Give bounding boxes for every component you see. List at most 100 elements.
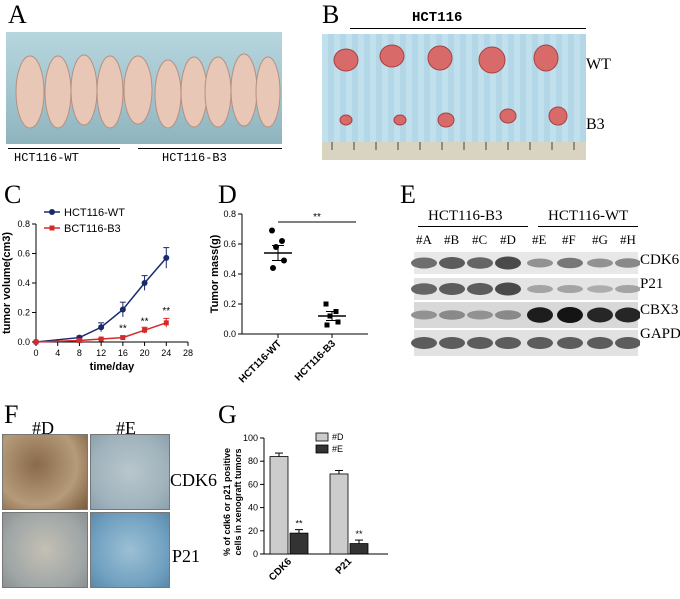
y-tick-label: 0 <box>253 549 258 559</box>
data-point <box>163 254 170 261</box>
blot-band <box>411 337 437 349</box>
significance-marker: ** <box>141 316 149 327</box>
group-line-wt <box>8 148 120 149</box>
significance-marker: ** <box>162 306 170 317</box>
blot-band <box>467 310 493 320</box>
bar <box>329 473 349 555</box>
bar <box>269 456 289 555</box>
legend-label: BCT116-B3 <box>64 223 121 235</box>
western-blot <box>411 252 640 356</box>
legend-swatch <box>315 444 329 454</box>
lane-label: #B <box>444 232 460 247</box>
x-tick-label: HCT116-WT <box>237 338 284 385</box>
data-point <box>324 322 330 328</box>
significance-marker: ** <box>119 324 127 335</box>
legend-label: HCT116-WT <box>64 207 125 219</box>
panel-label-e: E <box>400 180 416 209</box>
panel-label-c: C <box>4 180 22 209</box>
data-point <box>98 336 104 342</box>
blot-band <box>557 307 583 323</box>
blot-band <box>527 337 553 349</box>
y-tick-label: 0.2 <box>223 299 236 309</box>
blot-strip <box>414 252 638 274</box>
y-tick-label: 0.8 <box>17 219 30 229</box>
group-label-wt: HCT116-WT <box>14 151 79 165</box>
blot-band <box>615 285 640 293</box>
band-label-p21: P21 <box>640 276 664 292</box>
y-axis-label: cells in xenograft tumors <box>233 448 243 555</box>
y-tick-label: 20 <box>248 526 258 536</box>
row-label-b3: B3 <box>586 116 605 133</box>
panel-label-g: G <box>218 400 237 429</box>
group-label-b3: HCT116-B3 <box>162 151 227 165</box>
blot-band <box>411 257 437 269</box>
blot-band <box>411 310 437 320</box>
blot-band <box>411 283 437 295</box>
significance-marker: ** <box>355 529 363 539</box>
blot-band <box>587 337 613 349</box>
positive-cells-bar-chart: 0 20 40 60 80 100 % of cdk6 or p21 positive cel… <box>222 432 388 583</box>
lane-label: #D <box>500 232 516 247</box>
data-point <box>119 306 126 313</box>
tumor-illustration <box>322 44 586 160</box>
blot-band <box>615 337 640 349</box>
y-tick-label: 0.0 <box>223 329 236 339</box>
data-point <box>141 280 148 286</box>
blot-band <box>439 337 465 349</box>
y-tick-label: 0.8 <box>223 209 236 219</box>
x-tick-label: 20 <box>140 348 150 358</box>
blot-band <box>467 283 493 295</box>
legend-swatch <box>315 432 329 442</box>
data-point <box>142 327 148 333</box>
blot-band <box>495 282 521 296</box>
blot-band <box>439 283 465 295</box>
data-point <box>323 301 329 307</box>
panel-label-b: B <box>322 0 340 29</box>
blot-group-b3: HCT116-B3 <box>428 208 503 224</box>
blot-group-line-wt <box>538 226 638 227</box>
x-tick-label: 28 <box>183 348 193 358</box>
ihc-row-cdk6: CDK6 <box>170 470 218 490</box>
x-tick-label: HCT116-B3 <box>293 338 338 383</box>
y-tick-label: 80 <box>248 456 258 466</box>
data-point <box>335 319 341 325</box>
x-tick-label: P21 <box>334 556 355 577</box>
y-tick-label: 100 <box>243 433 258 443</box>
blot-band <box>587 285 613 293</box>
y-axis-label: % of cdk6 or p21 positive <box>222 448 232 556</box>
blot-group-line-b3 <box>418 226 528 227</box>
blot-band <box>587 258 613 268</box>
band-label-cdk6: CDK6 <box>640 252 680 268</box>
x-tick-label: 8 <box>77 348 82 358</box>
blot-band <box>527 307 553 323</box>
mice-photo <box>6 32 282 144</box>
panel-b-title: HCT116 <box>412 10 463 26</box>
ihc-row-p21: P21 <box>172 546 201 566</box>
blot-band <box>495 337 521 349</box>
lane-label: #F <box>562 232 576 247</box>
blot-band <box>557 285 583 293</box>
lane-label: #H <box>620 232 636 247</box>
y-tick-label: 0.4 <box>17 278 30 288</box>
group-line-b3 <box>138 148 282 149</box>
significance-marker: ** <box>295 519 303 529</box>
panel-label-d: D <box>218 180 237 209</box>
y-tick-label: 0.6 <box>17 249 30 259</box>
y-axis-label: tumor volume(cm3) <box>1 232 13 334</box>
blot-band <box>439 310 465 320</box>
blot-band <box>495 310 521 320</box>
band-label-cbx3: CBX3 <box>640 302 679 318</box>
series-line <box>35 322 167 343</box>
panel-label-a: A <box>8 0 27 29</box>
y-tick-label: 40 <box>248 503 258 513</box>
ihc-image-d-p21 <box>2 512 88 588</box>
blot-band <box>467 337 493 349</box>
data-point <box>269 227 275 234</box>
lane-label: #G <box>592 232 608 247</box>
bar <box>289 532 309 555</box>
x-tick-label: 0 <box>33 348 38 358</box>
data-point <box>270 265 276 271</box>
ihc-image-e-p21 <box>90 512 170 588</box>
x-tick-label: 24 <box>161 348 171 358</box>
bar <box>349 543 369 555</box>
